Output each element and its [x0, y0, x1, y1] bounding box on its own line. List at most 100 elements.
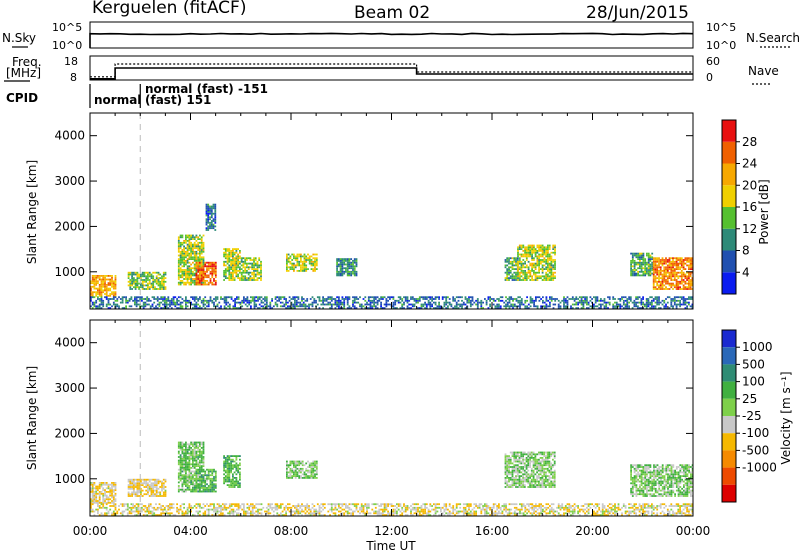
echo-cell: [150, 478, 153, 481]
echo-cell: [232, 307, 235, 309]
echo-cell: [227, 305, 229, 308]
echo-cell: [90, 487, 92, 490]
echo-cell: [522, 460, 524, 463]
echo-cell: [527, 455, 530, 457]
echo-cell: [147, 277, 149, 279]
echo-cell: [520, 262, 523, 265]
echo-cell: [675, 280, 678, 283]
echo-cell: [642, 274, 645, 277]
echo-cell: [532, 460, 535, 463]
echo-cell: [688, 264, 690, 267]
echo-cell: [531, 277, 533, 279]
echo-cell: [637, 298, 639, 300]
echo-cell: [468, 298, 470, 300]
echo-cell: [527, 244, 530, 247]
echo-cell: [511, 273, 514, 276]
echo-cell: [529, 475, 531, 477]
echo-cell: [240, 277, 243, 279]
echo-cell: [289, 464, 292, 467]
echo-cell: [200, 240, 203, 242]
echo-cell: [190, 301, 192, 304]
echo-cell: [286, 255, 288, 258]
echo-cell: [209, 227, 211, 230]
echo-cell: [100, 482, 103, 484]
echo-cell: [672, 282, 674, 285]
echo-cell: [538, 264, 540, 267]
echo-cell: [190, 474, 192, 477]
echo-cell: [529, 480, 531, 483]
echo-cell: [265, 305, 268, 308]
echo-cell: [177, 283, 180, 286]
echo-cell: [209, 474, 212, 477]
echo-cell: [520, 460, 523, 463]
echo-cell: [155, 280, 158, 283]
echo-cell: [443, 296, 446, 299]
echo-cell: [181, 249, 184, 251]
echo-cell: [366, 303, 368, 306]
echo-cell: [163, 303, 166, 306]
echo-cell: [672, 260, 674, 263]
echo-cell: [206, 468, 208, 471]
echo-cell: [235, 473, 238, 476]
echo-cell: [192, 477, 194, 480]
echo-cell: [515, 475, 517, 477]
echo-cell: [179, 254, 182, 257]
echo-cell: [406, 305, 409, 308]
echo-cell: [338, 301, 340, 304]
echo-cell: [98, 487, 101, 490]
echo-cell: [190, 476, 192, 478]
echo-cell: [192, 483, 194, 486]
echo-cell: [193, 236, 196, 239]
echo-cell: [249, 259, 252, 261]
echo-cell: [240, 279, 243, 281]
echo-cell: [645, 301, 648, 304]
echo-cell: [202, 270, 205, 273]
echo-cell: [301, 303, 303, 306]
echo-cell: [499, 299, 502, 302]
echo-cell: [105, 298, 108, 300]
echo-cell: [527, 250, 530, 252]
echo-cell: [206, 479, 208, 482]
echo-cell: [672, 262, 674, 265]
echo-cell: [447, 305, 449, 308]
echo-cell: [517, 266, 519, 269]
echo-cell: [131, 484, 133, 486]
echo-cell: [127, 478, 130, 481]
echo-cell: [146, 296, 149, 299]
echo-cell: [190, 274, 192, 277]
echo-cell: [264, 299, 266, 302]
echo-cell: [161, 275, 163, 278]
echo-cell: [141, 280, 144, 283]
echo-cell: [177, 459, 180, 462]
echo-cell: [513, 305, 516, 308]
echo-cell: [586, 299, 588, 302]
echo-cell: [254, 262, 257, 265]
echo-cell: [524, 262, 526, 265]
echo-cell: [200, 238, 203, 240]
echo-cell: [136, 484, 139, 486]
echo-cell: [98, 276, 101, 279]
echo-cell: [527, 253, 530, 256]
echo-cell: [200, 281, 203, 284]
echo-cell: [181, 261, 184, 264]
echo-cell: [312, 257, 315, 260]
echo-cell: [552, 266, 555, 269]
echo-cell: [656, 301, 659, 304]
echo-cell: [670, 270, 673, 272]
echo-cell: [179, 250, 182, 253]
echo-cell: [192, 270, 194, 273]
echo-cell: [415, 298, 418, 300]
echo-cell: [658, 280, 660, 283]
echo-cell: [649, 256, 652, 259]
echo-cell: [230, 469, 232, 472]
echo-cell: [179, 445, 182, 447]
echo-cell: [508, 257, 510, 260]
echo-cell: [141, 482, 144, 485]
echo-cell: [253, 259, 255, 261]
echo-cell: [508, 268, 510, 270]
echo-cell: [133, 489, 135, 492]
echo-cell: [204, 488, 207, 491]
echo-cell: [200, 477, 203, 480]
echo-cell: [197, 241, 200, 244]
echo-cell: [276, 303, 279, 306]
